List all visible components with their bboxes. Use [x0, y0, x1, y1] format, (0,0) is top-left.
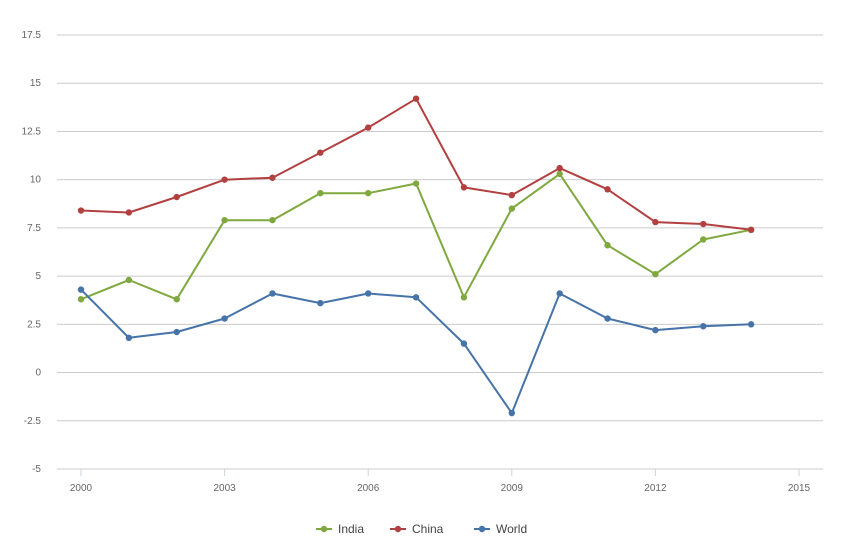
x-tick-label: 2009 [501, 483, 524, 494]
data-point-world [173, 328, 180, 336]
data-point-china [700, 220, 707, 228]
data-point-world [556, 290, 563, 297]
data-point-india [221, 216, 228, 224]
x-axis: 2000 2003 2006 2009 2012 2015 [70, 469, 811, 494]
data-point-world [77, 286, 85, 293]
data-point-india [508, 205, 515, 212]
y-tick-label: 7.5 [27, 223, 41, 234]
data-point-world [652, 326, 659, 334]
data-point-china [173, 193, 180, 201]
y-tick-label: 17.5 [22, 30, 42, 41]
series-india [77, 170, 755, 303]
data-point-china [652, 218, 659, 226]
data-point-india [77, 296, 85, 303]
legend-item-china: China [390, 522, 444, 536]
data-point-china [747, 226, 755, 234]
series-lines [77, 95, 755, 417]
data-point-india [460, 294, 468, 301]
data-point-china [460, 184, 468, 191]
data-point-china [604, 186, 611, 193]
x-tick-label: 2000 [70, 483, 93, 494]
data-point-world [604, 315, 611, 322]
data-point-india [700, 236, 707, 243]
data-point-india [317, 189, 324, 197]
y-tick-label: 5 [35, 271, 41, 282]
legend-label: China [412, 522, 444, 536]
data-point-china [221, 176, 228, 183]
data-point-china [365, 124, 372, 131]
data-point-india [556, 170, 563, 178]
series-world [77, 286, 755, 417]
y-tick-label: 0 [35, 368, 41, 379]
y-axis-tick-labels: 17.5 15 12.5 10 7.5 5 2.5 0 -2.5 -5 [22, 30, 42, 475]
data-point-india [365, 189, 372, 197]
data-point-world [700, 323, 707, 330]
legend-label: India [338, 522, 364, 536]
data-point-india [125, 276, 133, 284]
data-point-world [317, 299, 324, 307]
data-point-india [269, 216, 276, 224]
y-tick-label: 15 [30, 78, 42, 89]
x-tick-label: 2006 [357, 483, 380, 494]
y-tick-label: -2.5 [24, 416, 42, 427]
data-point-china [412, 95, 420, 102]
y-tick-label: -5 [32, 464, 41, 475]
data-point-world [460, 340, 468, 347]
data-point-india [652, 270, 659, 278]
series-line-india [80, 172, 752, 301]
series-line-china [80, 97, 752, 231]
legend-marker [478, 525, 486, 533]
data-point-china [77, 207, 85, 214]
data-point-china [508, 191, 515, 199]
data-point-world [221, 315, 228, 322]
legend: India China World [316, 522, 527, 536]
data-point-world [125, 334, 133, 342]
data-point-india [412, 180, 420, 187]
x-tick-label: 2012 [644, 483, 667, 494]
data-point-world [412, 294, 420, 301]
x-tick-label: 2015 [788, 483, 811, 494]
legend-marker [320, 525, 328, 533]
series-line-world [80, 288, 752, 415]
legend-label: World [496, 522, 527, 536]
data-point-china [125, 209, 133, 216]
legend-item-world: World [474, 522, 527, 536]
y-gridlines [57, 34, 823, 470]
x-tick-label: 2003 [213, 483, 236, 494]
legend-marker [394, 525, 402, 533]
legend-item-india: India [316, 522, 364, 536]
series-china [77, 95, 755, 234]
y-tick-label: 10 [30, 175, 42, 186]
y-tick-label: 12.5 [22, 126, 42, 137]
data-point-china [317, 149, 324, 156]
data-point-world [365, 290, 372, 297]
data-point-world [269, 290, 276, 297]
data-point-world [508, 409, 515, 417]
data-point-world [747, 321, 755, 328]
data-point-india [604, 242, 611, 249]
y-tick-label: 2.5 [27, 319, 41, 330]
data-point-china [269, 174, 276, 181]
data-point-india [173, 296, 180, 303]
data-point-china [556, 164, 563, 172]
